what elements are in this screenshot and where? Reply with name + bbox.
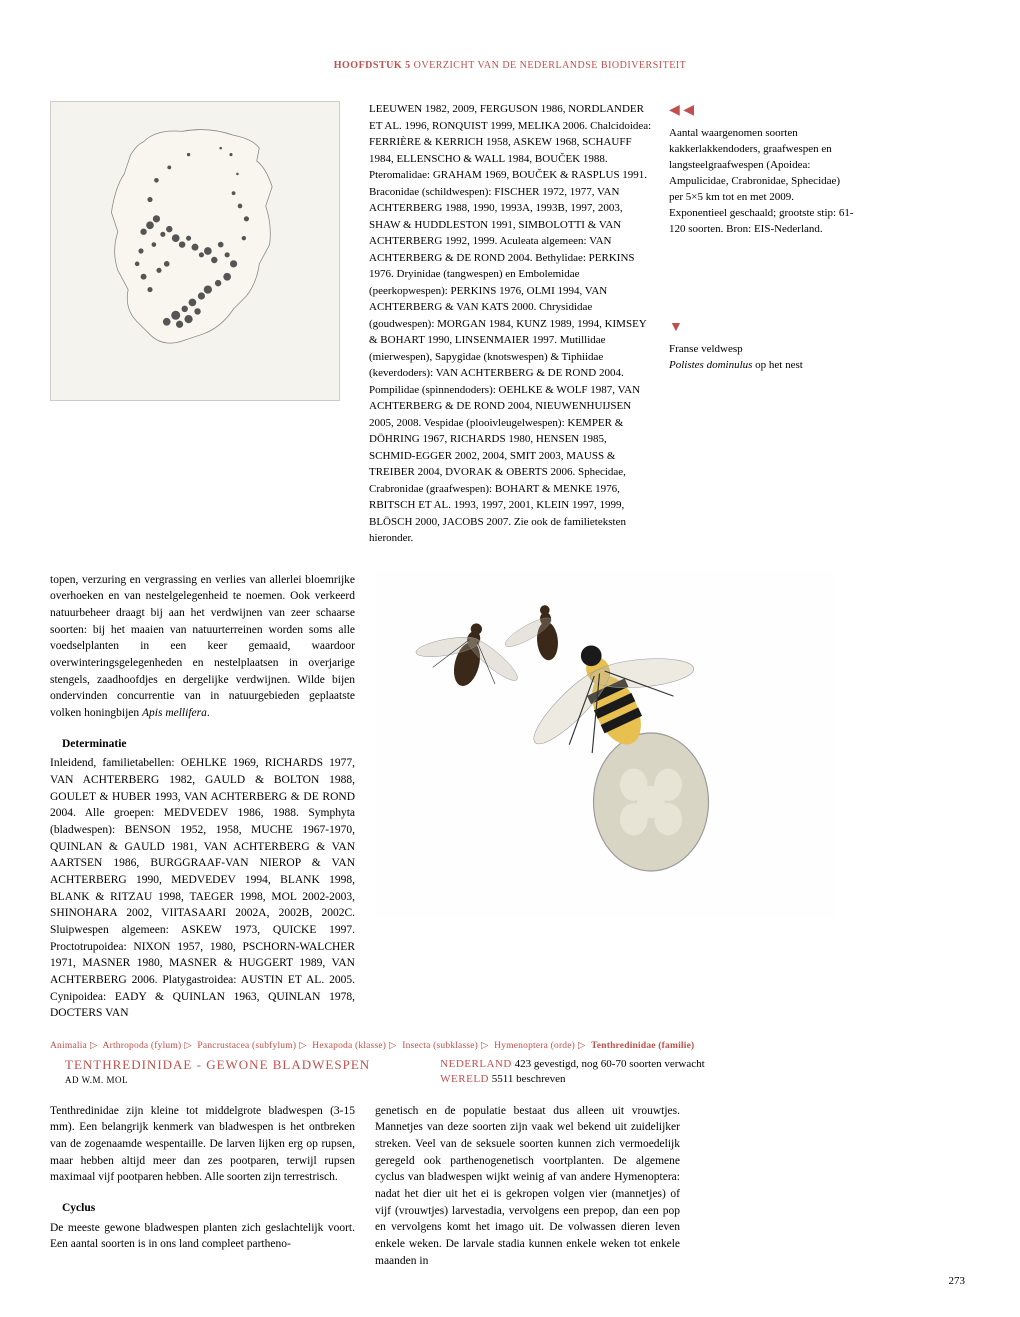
tenthred-col2: genetisch en de populatie bestaat dus al…	[375, 1103, 680, 1270]
middle-column: LEEUWEN 1982, 2009, FERGUSON 1986, NORDL…	[369, 101, 654, 547]
cyclus-para: De meeste gewone bladwespen planten zich…	[50, 1220, 355, 1253]
references-text: LEEUWEN 1982, 2009, FERGUSON 1986, NORDL…	[369, 101, 654, 547]
tenthred-intro: Tenthredinidae zijn kleine tot middelgro…	[50, 1103, 355, 1186]
section-title: TENTHREDINIDAE - GEWONE BLADWESPEN	[65, 1057, 370, 1073]
section-author: AD W.M. MOL	[65, 1075, 370, 1085]
lower-left-text: topen, verzuring en vergrassing en verli…	[50, 572, 355, 1022]
tenthred-col1: Tenthredinidae zijn kleine tot middelgro…	[50, 1103, 355, 1270]
netherlands-map-svg	[65, 116, 325, 386]
wasp-svg	[375, 572, 835, 917]
chapter-title: OVERZICHT VAN DE NEDERLANDSE BIODIVERSIT…	[414, 60, 687, 71]
page-header: HOOFDSTUK 5 OVERZICHT VAN DE NEDERLANDSE…	[50, 60, 970, 71]
stat-wld: 5511 beschreven	[489, 1073, 566, 1085]
wasp-illustration	[375, 572, 835, 917]
determinatie-heading: Determinatie	[62, 736, 355, 753]
cyclus-heading: Cyclus	[62, 1200, 355, 1217]
arrow-left-icon: ◀ ◀	[669, 101, 854, 121]
section-header: TENTHREDINIDAE - GEWONE BLADWESPEN AD W.…	[50, 1057, 370, 1088]
stat-wld-label: WERELD	[440, 1073, 489, 1085]
determinatie-para: Inleidend, familietabellen: OEHLKE 1969,…	[50, 755, 355, 1022]
wasp-suffix: op het nest	[752, 359, 802, 371]
map-caption: Aantal waargenomen soorten kakkerlakkend…	[669, 126, 854, 238]
wasp-sciname: Polistes dominulus	[669, 359, 752, 371]
taxonomy-line: Animalia▷ Arthropoda (fylum)▷ Pancrustac…	[50, 1040, 970, 1051]
tenthred-col2-para: genetisch en de populatie bestaat dus al…	[375, 1103, 680, 1270]
distribution-map	[50, 101, 340, 401]
wasp-name: Franse veldwesp	[669, 343, 743, 355]
wasp-caption: Franse veldwesp Polistes dominulus op he…	[669, 342, 854, 374]
stats-block: NEDERLAND 423 gevestigd, nog 60-70 soort…	[440, 1057, 704, 1088]
left-column	[50, 101, 354, 547]
page-number: 273	[949, 1275, 966, 1287]
stat-nl-label: NEDERLAND	[440, 1058, 512, 1070]
body-para: topen, verzuring en vergrassing en verli…	[50, 572, 355, 722]
sidebar-column: ◀ ◀ Aantal waargenomen soorten kakkerlak…	[669, 101, 854, 547]
chapter-num: HOOFDSTUK 5	[334, 60, 411, 71]
stat-nl: 423 gevestigd, nog 60-70 soorten verwach…	[512, 1058, 705, 1070]
arrow-down-icon: ▼	[669, 318, 854, 338]
